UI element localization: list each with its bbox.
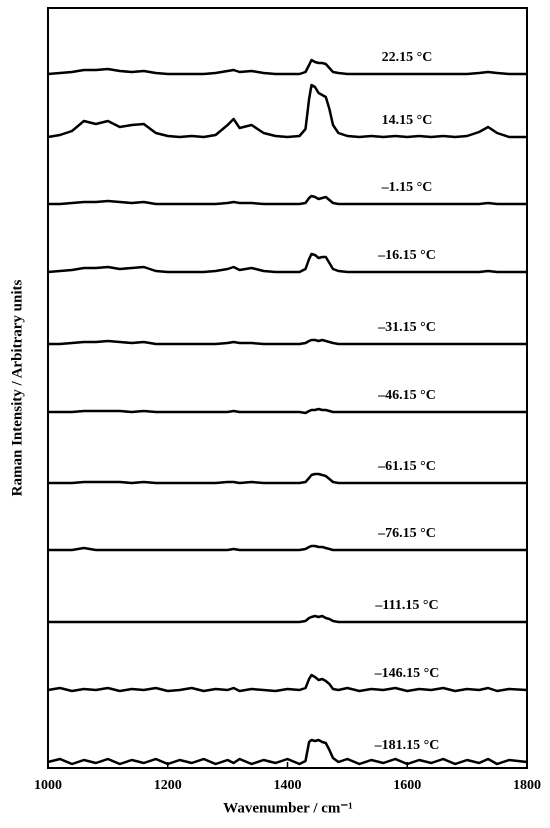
spectrum-line — [47, 83, 527, 139]
spectrum-line — [48, 407, 527, 415]
x-tick-label: 1800 — [513, 778, 541, 793]
spectrum-line — [48, 614, 527, 624]
x-tick-label: 1600 — [393, 778, 421, 793]
series-label: –146.15 °C — [374, 666, 440, 681]
series-label: –181.15 °C — [374, 738, 440, 753]
series-label: –31.15 °C — [377, 320, 436, 335]
series-label: –111.15 °C — [374, 598, 438, 613]
spectrum-line — [47, 252, 527, 274]
series-label: –16.15 °C — [377, 248, 436, 263]
series-label: –61.15 °C — [377, 459, 436, 474]
spectrum-line — [47, 673, 528, 693]
y-axis-title: Raman Intensity / Arbitrary units — [9, 280, 25, 497]
spectrum-line — [47, 58, 527, 76]
x-tick-label: 1200 — [154, 778, 182, 793]
x-axis-title: Wavenumber / cm⁻¹ — [223, 800, 353, 816]
series-label: 22.15 °C — [382, 50, 433, 65]
spectrum-line — [48, 194, 527, 206]
spectrum-line — [48, 544, 527, 552]
series-label: 14.15 °C — [382, 113, 433, 128]
spectrum-line — [47, 738, 528, 766]
series-label: –46.15 °C — [377, 388, 436, 403]
plot-frame — [47, 7, 528, 769]
x-tick-label: 1400 — [274, 778, 302, 793]
series-label: –76.15 °C — [377, 526, 436, 541]
spectrum-line — [48, 338, 527, 346]
series-label: –1.15 °C — [381, 180, 433, 195]
spectrum-line — [48, 472, 527, 485]
x-tick-label: 1000 — [34, 778, 62, 793]
